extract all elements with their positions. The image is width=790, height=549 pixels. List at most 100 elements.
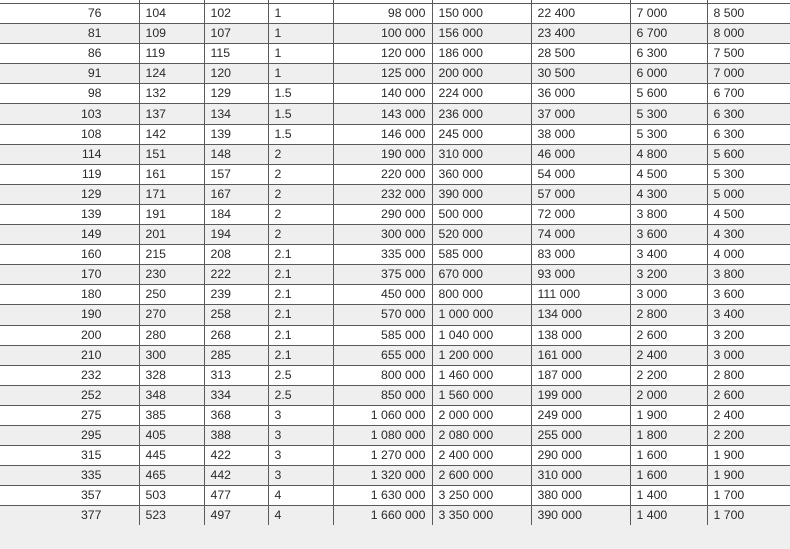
table-row: 149 201 194 2 300 000 520 000 74 000 3 600 4 300 (0, 224, 790, 245)
table-cell: 232 000 (332, 183, 432, 205)
table-cell: 161 (138, 163, 204, 185)
table-cell: 7 000 (706, 63, 790, 84)
table-cell: 132 (138, 83, 204, 104)
table-cell: 465 (138, 465, 204, 486)
table-cell: 187 000 (530, 364, 630, 386)
table-cell: 2 (267, 143, 333, 165)
table-cell: 184 (203, 203, 268, 225)
table-cell: 142 (138, 123, 204, 145)
header-cell (431, 0, 531, 4)
table-cell: 1 040 000 (431, 324, 531, 346)
table-cell: 2 600 (706, 384, 790, 406)
table-cell: 670 000 (431, 264, 531, 285)
table-cell: 3 (267, 424, 333, 446)
table-cell: 4 300 (629, 183, 707, 205)
table-row: 160 215 208 2.1 335 000 585 000 83 000 3 400 4 0… (0, 244, 790, 265)
table-row: 119 161 157 2 220 000 360 000 54 000 4 500 5 300 (0, 163, 790, 185)
table-row: 252 348 334 2.5 850 000 1 560 000 199 000 2 000… (0, 384, 790, 406)
table-cell: 2 400 (629, 344, 707, 366)
table-cell: 129 (0, 183, 139, 205)
table-cell: 129 (203, 83, 268, 104)
table-row: 335 465 442 3 1 320 000 2 600 000 310 000 1 600… (0, 465, 790, 486)
table-cell: 134 000 (530, 304, 630, 325)
table-cell: 3 400 (629, 244, 707, 265)
table-cell: 6 300 (706, 103, 790, 125)
table-cell: 405 (138, 424, 204, 446)
table-cell: 134 (203, 103, 268, 125)
table-cell: 1 270 000 (332, 445, 432, 466)
table-cell: 4 300 (706, 224, 790, 245)
table-cell: 76 (0, 2, 139, 24)
table-cell: 335 (0, 465, 139, 486)
table-cell: 2.5 (267, 384, 333, 406)
table-cell: 6 300 (706, 123, 790, 145)
table-cell: 139 (0, 203, 139, 225)
table-cell: 280 (138, 324, 204, 346)
table-cell: 1 900 (706, 445, 790, 466)
table-cell: 146 000 (332, 123, 432, 145)
table-cell: 3 800 (629, 203, 707, 225)
table-cell: 5 000 (706, 183, 790, 205)
table-cell: 1.5 (267, 123, 333, 145)
table-row: 275 385 368 3 1 060 000 2 000 000 249 000 1 900… (0, 404, 790, 426)
table-cell: 1 (267, 43, 333, 64)
table-cell: 83 000 (530, 244, 630, 265)
table-cell: 250 (138, 284, 204, 305)
table-cell: 4 500 (629, 163, 707, 185)
table-row: 108 142 139 1.5 146 000 245 000 38 000 5 300 6 3… (0, 123, 790, 145)
table-cell: 222 (203, 264, 268, 285)
table-cell: 236 000 (431, 103, 531, 125)
table-cell: 290 000 (332, 203, 432, 225)
table-cell: 8 500 (706, 2, 790, 24)
table-cell: 210 (0, 344, 139, 366)
table-cell: 2 200 (629, 364, 707, 386)
table-cell: 103 (0, 103, 139, 125)
table-cell: 1 800 (629, 424, 707, 446)
table-cell: 4 (267, 505, 333, 526)
table-cell: 1 320 000 (332, 465, 432, 486)
table-cell: 2.1 (267, 284, 333, 305)
table-cell: 3 200 (629, 264, 707, 285)
table-cell: 5 600 (706, 143, 790, 165)
table-cell: 270 (138, 304, 204, 325)
table-cell: 2 (267, 203, 333, 225)
table-cell: 1 (267, 23, 333, 44)
table-cell: 252 (0, 384, 139, 406)
table-cell: 102 (203, 2, 268, 24)
table-cell: 570 000 (332, 304, 432, 325)
table-cell: 57 000 (530, 183, 630, 205)
table-cell: 230 (138, 264, 204, 285)
table-row: 232 328 313 2.5 800 000 1 460 000 187 000 2 200… (0, 364, 790, 386)
table-cell: 422 (203, 445, 268, 466)
table-cell: 6 700 (706, 83, 790, 104)
table-cell: 224 000 (431, 83, 531, 104)
table-cell: 477 (203, 485, 268, 506)
table-cell: 2.1 (267, 244, 333, 265)
table-cell: 28 500 (530, 43, 630, 64)
table-cell: 6 300 (629, 43, 707, 64)
table-cell: 255 000 (530, 424, 630, 446)
table-cell: 30 500 (530, 63, 630, 84)
table-cell: 38 000 (530, 123, 630, 145)
table-cell: 125 000 (332, 63, 432, 84)
table-cell: 2 800 (706, 364, 790, 386)
table-cell: 368 (203, 404, 268, 426)
table-row: 139 191 184 2 290 000 500 000 72 000 3 800 4 500 (0, 203, 790, 225)
table-cell: 143 000 (332, 103, 432, 125)
table-cell: 2 000 000 (431, 404, 531, 426)
table-cell: 285 (203, 344, 268, 366)
table-row: 114 151 148 2 190 000 310 000 46 000 4 800 5 600 (0, 143, 790, 165)
table-cell: 1 900 (629, 404, 707, 426)
table-cell: 7 000 (629, 2, 707, 24)
table-row: 98 132 129 1.5 140 000 224 000 36 000 5 600 6 70… (0, 83, 790, 104)
table-cell: 497 (203, 505, 268, 526)
table-cell: 390 000 (530, 505, 630, 526)
table-cell: 190 (0, 304, 139, 325)
header-cell (203, 0, 268, 4)
table-cell: 167 (203, 183, 268, 205)
table-cell: 208 (203, 244, 268, 265)
table-cell: 201 (138, 224, 204, 245)
table-cell: 157 (203, 163, 268, 185)
table-row: 357 503 477 4 1 630 000 3 250 000 380 000 1 400… (0, 485, 790, 506)
table-cell: 120 000 (332, 43, 432, 64)
